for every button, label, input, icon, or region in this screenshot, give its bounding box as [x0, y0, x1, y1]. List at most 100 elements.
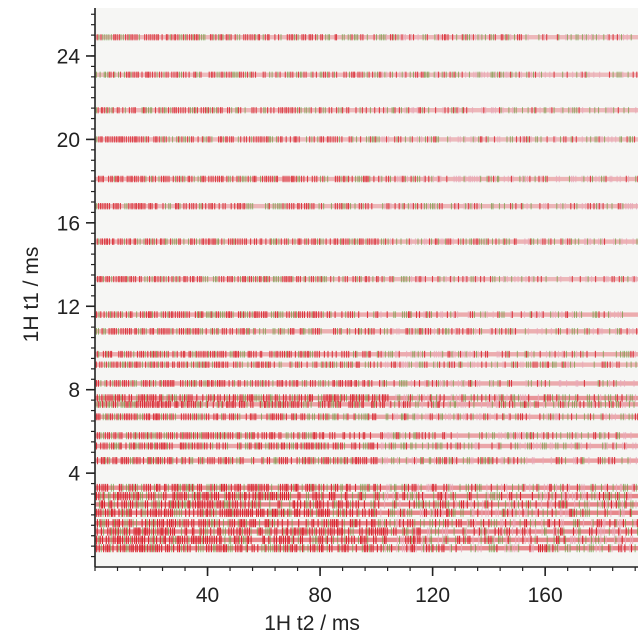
row-faded-signal [386, 483, 633, 492]
row-positive-signal [97, 107, 619, 114]
row-base [95, 395, 638, 401]
row-faded-signal [382, 350, 636, 358]
row-negative-signal [98, 394, 633, 402]
row-faded-signal [380, 380, 635, 387]
row-positive-signal [98, 400, 621, 408]
signal-row [94, 34, 638, 41]
row-negative-signal [98, 238, 638, 245]
row-faded-signal [381, 519, 636, 528]
axis-ticks: 4 8 12 16 20 24 40 80 120 160 [57, 13, 636, 607]
row-base [95, 493, 638, 499]
row-base [95, 312, 638, 317]
row-faded-signal [384, 544, 631, 553]
row-faded-signal [380, 394, 637, 402]
row-faded-signal [380, 311, 622, 318]
row-faded-signal [384, 432, 632, 440]
row-negative-signal [100, 544, 636, 553]
row-faded-signal [381, 136, 617, 143]
row-faded-signal [396, 535, 634, 544]
signal-row [95, 394, 638, 402]
row-positive-signal [96, 394, 623, 402]
row-negative-signal [96, 328, 620, 335]
row-base [95, 485, 638, 490]
row-base [95, 502, 638, 507]
row-positive-signal [95, 442, 626, 450]
row-base [95, 329, 638, 334]
row-base [95, 362, 638, 367]
row-base [95, 72, 638, 77]
plot-background [95, 8, 638, 567]
row-faded-signal [394, 413, 626, 421]
row-faded-signal [411, 276, 637, 283]
row-negative-signal [98, 500, 634, 509]
signal-row [94, 238, 638, 245]
row-faded-signal [384, 492, 632, 501]
row-negative-signal [96, 203, 624, 210]
row-faded-signal [385, 107, 637, 114]
signal-row [94, 136, 638, 143]
signal-row [94, 350, 638, 358]
row-base [95, 239, 638, 244]
row-faded-signal [392, 328, 634, 335]
y-axis-title: 1H t1 / ms [20, 247, 43, 343]
row-faded-signal [380, 442, 637, 450]
y-tick-label: 24 [57, 45, 81, 68]
row-negative-signal [99, 519, 634, 528]
signal-row [94, 544, 638, 553]
row-negative-signal [98, 350, 630, 358]
row-positive-signal [95, 492, 628, 501]
row-faded-signal [384, 203, 638, 210]
row-faded-signal [379, 175, 630, 183]
row-base [95, 443, 638, 449]
row-faded-signal [415, 527, 621, 536]
row-base [95, 510, 638, 515]
row-negative-signal [102, 413, 633, 421]
row-positive-signal [96, 34, 618, 41]
signal-row [94, 432, 638, 440]
row-negative-signal [100, 380, 617, 387]
row-base [95, 546, 638, 551]
signal-row [94, 457, 638, 465]
row-negative-signal [96, 71, 629, 78]
row-negative-signal [102, 508, 633, 517]
y-tick-label: 20 [57, 129, 80, 152]
row-base [95, 433, 638, 438]
row-base [95, 402, 638, 407]
row-positive-signal [100, 500, 627, 509]
row-negative-signal [103, 276, 629, 283]
row-positive-signal [96, 483, 635, 492]
row-negative-signal [100, 432, 620, 440]
row-positive-signal [96, 535, 623, 544]
row-faded-signal [385, 361, 614, 368]
signal-row [95, 276, 638, 283]
row-negative-signal [105, 457, 629, 465]
signal-row [94, 328, 638, 335]
row-faded-signal [389, 238, 634, 245]
x-tick-label: 160 [528, 584, 563, 607]
row-negative-signal [98, 311, 623, 318]
x-tick-label: 120 [415, 584, 450, 607]
signal-row [94, 380, 638, 387]
row-faded-signal [385, 34, 628, 41]
signal-rows [94, 34, 638, 553]
row-base [95, 414, 638, 420]
row-base [95, 203, 638, 209]
row-negative-signal [96, 136, 634, 143]
x-tick-label: 40 [196, 584, 219, 607]
signal-row [94, 107, 638, 114]
row-faded-signal [383, 500, 637, 509]
signal-row [94, 519, 638, 528]
row-faded-signal [382, 71, 624, 78]
row-positive-signal [95, 361, 620, 368]
y-tick-label: 8 [68, 379, 80, 402]
row-faded-signal [380, 457, 637, 465]
y-tick-label: 16 [57, 212, 80, 235]
row-faded-signal [380, 508, 625, 517]
y-tick-label: 4 [68, 463, 80, 486]
signal-row [94, 203, 638, 210]
row-positive-signal [96, 276, 635, 283]
row-negative-signal [113, 175, 637, 183]
row-base [95, 381, 638, 386]
signal-row [95, 500, 638, 509]
